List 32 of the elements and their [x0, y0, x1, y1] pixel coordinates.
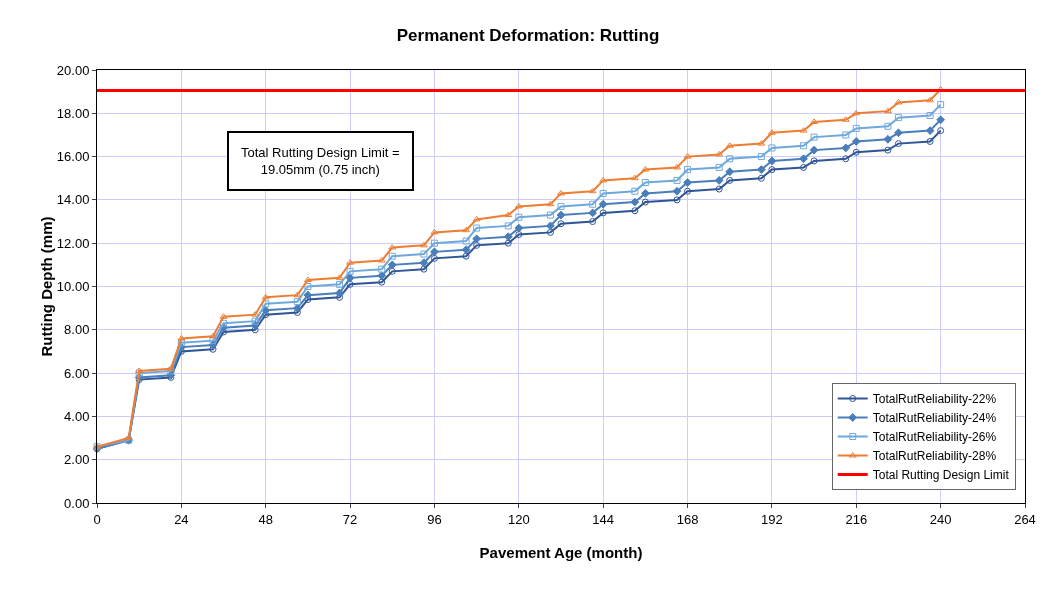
legend-label: TotalRutReliability-24%	[872, 411, 997, 426]
y-tick-label: 0.00	[64, 495, 90, 511]
x-tick-label: 96	[427, 511, 442, 527]
x-tick-label: 24	[174, 511, 189, 527]
x-tick-label: 144	[592, 511, 615, 527]
x-tick-label: 168	[676, 511, 699, 527]
x-tick-label: 240	[929, 511, 952, 527]
y-tick-label: 6.00	[64, 365, 90, 381]
y-tick-label: 2.00	[64, 452, 90, 468]
y-tick-label: 10.00	[56, 279, 90, 295]
x-tick-label: 192	[761, 511, 783, 527]
y-tick-label: 4.00	[64, 408, 90, 424]
x-tick-label: 48	[258, 511, 273, 527]
x-tick-label: 72	[342, 511, 358, 527]
y-axis-title: Rutting Depth (mm)	[37, 216, 55, 357]
x-tick-label: 120	[507, 511, 530, 527]
legend-label: TotalRutReliability-26%	[872, 430, 997, 445]
x-tick-label: 264	[1014, 511, 1036, 527]
x-tick-label: 0	[93, 511, 101, 527]
y-tick-label: 8.00	[64, 322, 90, 338]
y-tick-label: 18.00	[56, 105, 90, 121]
y-tick-label: 12.00	[56, 235, 90, 251]
y-tick-label: 20.00	[56, 62, 90, 78]
chart-title: Permanent Deformation: Rutting	[396, 26, 660, 46]
annotation: Total Rutting Design Limit = 19.05mm (0.75 inch)	[241, 145, 400, 177]
x-axis-title: Pavement Age (month)	[479, 544, 643, 561]
legend-label: TotalRutReliability-22%	[872, 392, 997, 407]
legend-label: TotalRutReliability-28%	[872, 449, 997, 464]
x-tick-label: 216	[845, 511, 868, 527]
legend-label: Total Rutting Design Limit	[872, 468, 1010, 483]
y-tick-label: 16.00	[56, 149, 90, 165]
y-tick-label: 14.00	[56, 192, 90, 208]
